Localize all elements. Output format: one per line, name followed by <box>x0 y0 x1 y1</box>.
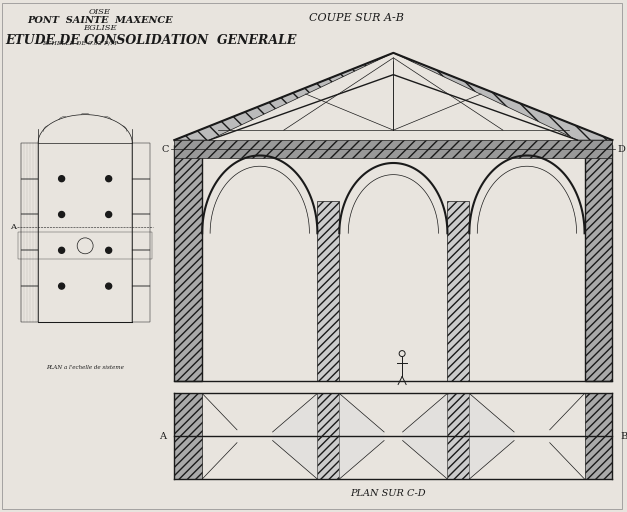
Bar <box>21 179 38 215</box>
Text: B: B <box>620 432 627 441</box>
Bar <box>21 286 38 322</box>
Bar <box>174 145 202 381</box>
Text: COUPE SUR A-B: COUPE SUR A-B <box>308 13 404 23</box>
Text: PLAN SUR C-D: PLAN SUR C-D <box>350 489 426 498</box>
Bar <box>174 393 202 479</box>
Circle shape <box>106 176 112 182</box>
Polygon shape <box>174 53 393 140</box>
Text: OISE: OISE <box>88 8 110 16</box>
Circle shape <box>59 247 65 253</box>
Bar <box>21 215 38 250</box>
Text: A: A <box>10 223 16 230</box>
Bar <box>132 143 150 179</box>
Bar <box>317 201 339 381</box>
Bar <box>584 393 613 479</box>
Bar <box>174 140 613 158</box>
Bar <box>21 250 38 286</box>
Text: EGLISE: EGLISE <box>83 24 117 32</box>
Text: D: D <box>618 144 625 154</box>
Circle shape <box>59 283 65 289</box>
Text: ECHELLE DE 0.02 P/M: ECHELLE DE 0.02 P/M <box>42 41 117 46</box>
Circle shape <box>59 211 65 218</box>
Polygon shape <box>393 53 613 140</box>
Bar <box>448 393 470 479</box>
Text: A: A <box>159 432 166 441</box>
Circle shape <box>106 283 112 289</box>
Bar <box>132 179 150 215</box>
Circle shape <box>106 211 112 218</box>
Bar <box>132 250 150 286</box>
Polygon shape <box>403 393 448 479</box>
Circle shape <box>59 176 65 182</box>
Bar <box>38 143 132 322</box>
Circle shape <box>106 247 112 253</box>
Bar <box>584 145 613 381</box>
Bar <box>132 215 150 250</box>
Text: PLAN a l'echelle de sisteme: PLAN a l'echelle de sisteme <box>46 365 124 370</box>
Text: C: C <box>162 144 169 154</box>
Bar <box>18 232 152 259</box>
Bar <box>21 143 38 179</box>
Text: PONT  SAINTE  MAXENCE: PONT SAINTE MAXENCE <box>27 16 172 25</box>
Text: ETUDE DE CONSOLIDATION  GENERALE: ETUDE DE CONSOLIDATION GENERALE <box>5 34 297 47</box>
Polygon shape <box>339 393 384 479</box>
Polygon shape <box>470 393 514 479</box>
Bar <box>317 393 339 479</box>
Polygon shape <box>273 393 317 479</box>
Bar <box>132 286 150 322</box>
Bar <box>448 201 470 381</box>
